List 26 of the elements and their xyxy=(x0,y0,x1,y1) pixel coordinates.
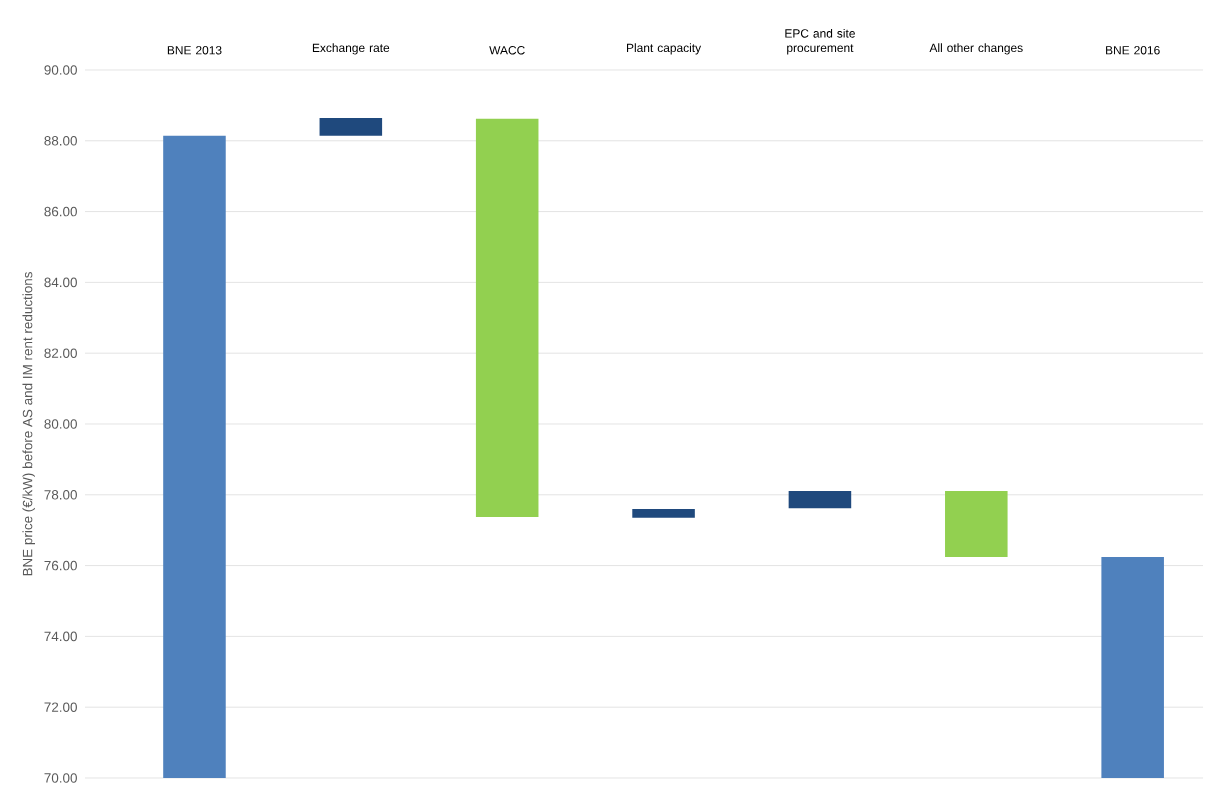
x-tick-label: WACC xyxy=(489,46,525,55)
y-tick-label: 70.00 xyxy=(44,773,77,783)
y-tick-label: 86.00 xyxy=(44,206,77,217)
bar xyxy=(475,118,539,518)
bar xyxy=(945,490,1008,558)
x-tick-label: EPC and site procurement xyxy=(785,28,855,55)
x-tick-label: Plant capacity xyxy=(627,43,702,55)
y-tick-label: 88.00 xyxy=(44,136,77,146)
y-tick-label: 78.00 xyxy=(44,490,77,500)
bar xyxy=(632,508,695,518)
y-tick-label: 76.00 xyxy=(44,560,77,571)
y-tick-label: 74.00 xyxy=(44,631,77,642)
x-tick-label: Exchange rate xyxy=(312,43,390,55)
bar xyxy=(163,135,226,778)
y-tick-label: 72.00 xyxy=(44,702,77,712)
y-tick-label: 80.00 xyxy=(44,419,77,429)
bar xyxy=(1101,557,1164,778)
x-tick-label: All other changes xyxy=(929,43,1023,55)
x-tick-label: BNE 2016 xyxy=(1106,46,1160,55)
y-axis-title: BNE price (€/kW) before AS and IM rent reductions xyxy=(22,272,35,576)
y-tick-label: 90.00 xyxy=(44,65,77,75)
x-tick-label: BNE 2013 xyxy=(167,46,222,55)
bar xyxy=(319,118,383,136)
bar xyxy=(788,490,852,509)
y-tick-label: 84.00 xyxy=(44,277,77,288)
y-tick-label: 82.00 xyxy=(44,348,77,358)
